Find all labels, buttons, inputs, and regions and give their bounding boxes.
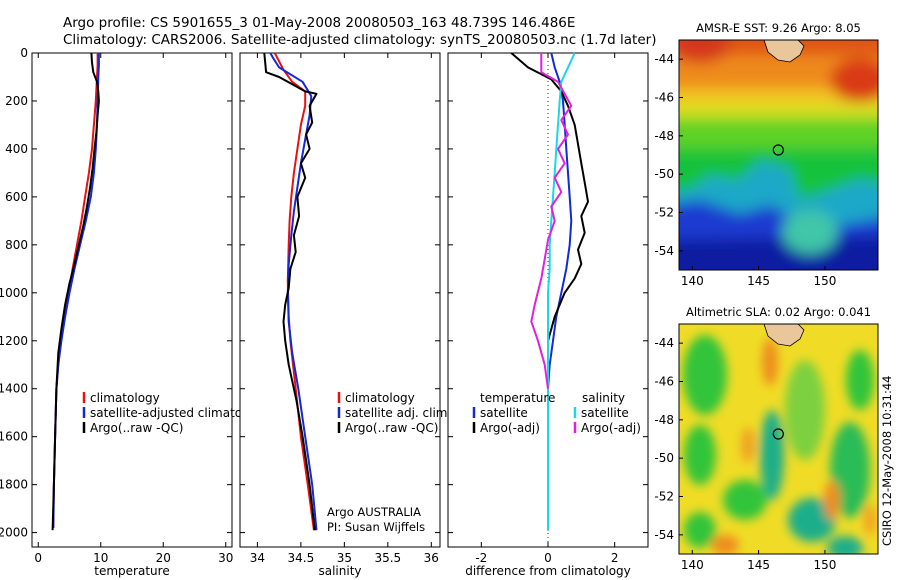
x-tick-label: -2 <box>475 551 487 565</box>
y-tick-label: -54 <box>654 528 674 542</box>
y-tick-label: -44 <box>654 336 674 350</box>
legend-label: satellite-adjusted climatology <box>90 406 268 420</box>
y-tick-label: -54 <box>654 244 674 258</box>
x-tick-label: 20 <box>156 551 171 565</box>
legend-label: Argo(..raw -QC) <box>90 421 183 435</box>
series-line-1 <box>269 52 318 531</box>
y-tick-label: 400 <box>5 142 28 156</box>
y-tick-label: -46 <box>654 91 674 105</box>
legend-label: climatology <box>345 391 415 405</box>
y-tick-label: 1200 <box>0 334 28 348</box>
sla-map-panel: Altimetric SLA: 0.02 Argo: 0.041 140 145 15… <box>654 305 879 572</box>
legend-label: satellite adj. clim. <box>345 406 451 420</box>
y-tick-label: -50 <box>654 451 674 465</box>
series-line-3 <box>530 53 573 389</box>
x-tick-label: 34 <box>250 551 265 565</box>
x-tick-label: 30 <box>218 551 233 565</box>
map-frame <box>678 39 879 271</box>
legend-label: Argo(..raw -QC) <box>345 421 438 435</box>
sst-field <box>679 40 878 270</box>
x-axis-label: temperature <box>94 564 169 578</box>
x-axis-label: salinity <box>318 564 361 578</box>
legend-label: Argo(-adj) <box>480 421 540 435</box>
x-tick-label: 150 <box>813 274 836 288</box>
tasmania-landmass <box>763 40 805 63</box>
x-tick-label: 35 <box>337 551 352 565</box>
x-tick-label: 150 <box>813 558 836 572</box>
x-tick-label: 145 <box>747 274 770 288</box>
legend-label: Argo(-adj) <box>581 421 641 435</box>
sla-field <box>679 324 878 554</box>
y-tick-label: 200 <box>5 94 28 108</box>
legend-label: satellite <box>480 406 528 420</box>
y-tick-label: 600 <box>5 190 28 204</box>
x-tick-label: 145 <box>747 558 770 572</box>
timestamp-stamp: CSIRO 12-May-2008 10:31:44 <box>880 376 894 547</box>
series-line-1 <box>510 52 589 531</box>
legend-heading: salinity <box>582 391 625 405</box>
figure-title-line2: Climatology: CARS2006. Satellite-adjuste… <box>63 32 656 48</box>
y-tick-label: 1000 <box>0 286 28 300</box>
y-tick-label: -52 <box>654 206 674 220</box>
y-tick-label: -48 <box>654 413 674 427</box>
x-tick-label: 36 <box>424 551 439 565</box>
series-line-2 <box>263 52 318 531</box>
x-tick-label: 34.5 <box>288 551 315 565</box>
plot-frame <box>31 52 233 548</box>
x-tick-label: 140 <box>681 274 704 288</box>
temperature-panel: 0 10 20 30 0 200 400 600 800 1000 1200 1400 1600 1800… <box>0 46 268 578</box>
y-tick-label: 800 <box>5 238 28 252</box>
figure-title-line1: Argo profile: CS 5901655_3 01-May-2008 2… <box>63 15 575 31</box>
argo-float-marker <box>772 428 784 440</box>
plot-frame <box>239 52 441 548</box>
y-tick-label: -48 <box>654 129 674 143</box>
x-tick-label: 10 <box>93 551 108 565</box>
x-tick-label: 0 <box>34 551 42 565</box>
y-tick-label: -52 <box>654 490 674 504</box>
y-tick-label: -50 <box>654 167 674 181</box>
legend-label: climatology <box>90 391 160 405</box>
x-tick-label: 2 <box>611 551 619 565</box>
y-tick-label: -44 <box>654 52 674 66</box>
y-tick-label: -46 <box>654 375 674 389</box>
salinity-panel: 34 34.5 35 35.5 36 salinity climatologysatelli… <box>239 52 451 578</box>
legend-label: satellite <box>581 406 629 420</box>
argo-float-marker <box>772 144 784 156</box>
x-axis-label: difference from climatology <box>465 564 631 578</box>
x-tick-label: 35.5 <box>374 551 401 565</box>
y-tick-label: 2000 <box>0 526 28 540</box>
legend-heading: temperature <box>480 391 555 405</box>
y-tick-label: 1800 <box>0 478 28 492</box>
sst-map-panel: AMSR-E SST: 9.26 Argo: 8.05 140 145 150 -44 -… <box>654 21 879 288</box>
map-frame <box>678 323 879 555</box>
credit-pi: PI: Susan Wijffels <box>327 520 425 534</box>
credit-float: Argo AUSTRALIA <box>327 505 421 519</box>
x-tick-label: 140 <box>681 558 704 572</box>
y-tick-label: 0 <box>20 46 28 60</box>
x-tick-label: 0 <box>544 551 552 565</box>
tasmania-landmass <box>763 324 805 347</box>
map-title: Altimetric SLA: 0.02 Argo: 0.041 <box>686 305 871 319</box>
map-title: AMSR-E SST: 9.26 Argo: 8.05 <box>696 21 861 35</box>
series-line-2 <box>51 52 100 531</box>
y-tick-label: 1400 <box>0 382 28 396</box>
y-tick-label: 1600 <box>0 430 28 444</box>
